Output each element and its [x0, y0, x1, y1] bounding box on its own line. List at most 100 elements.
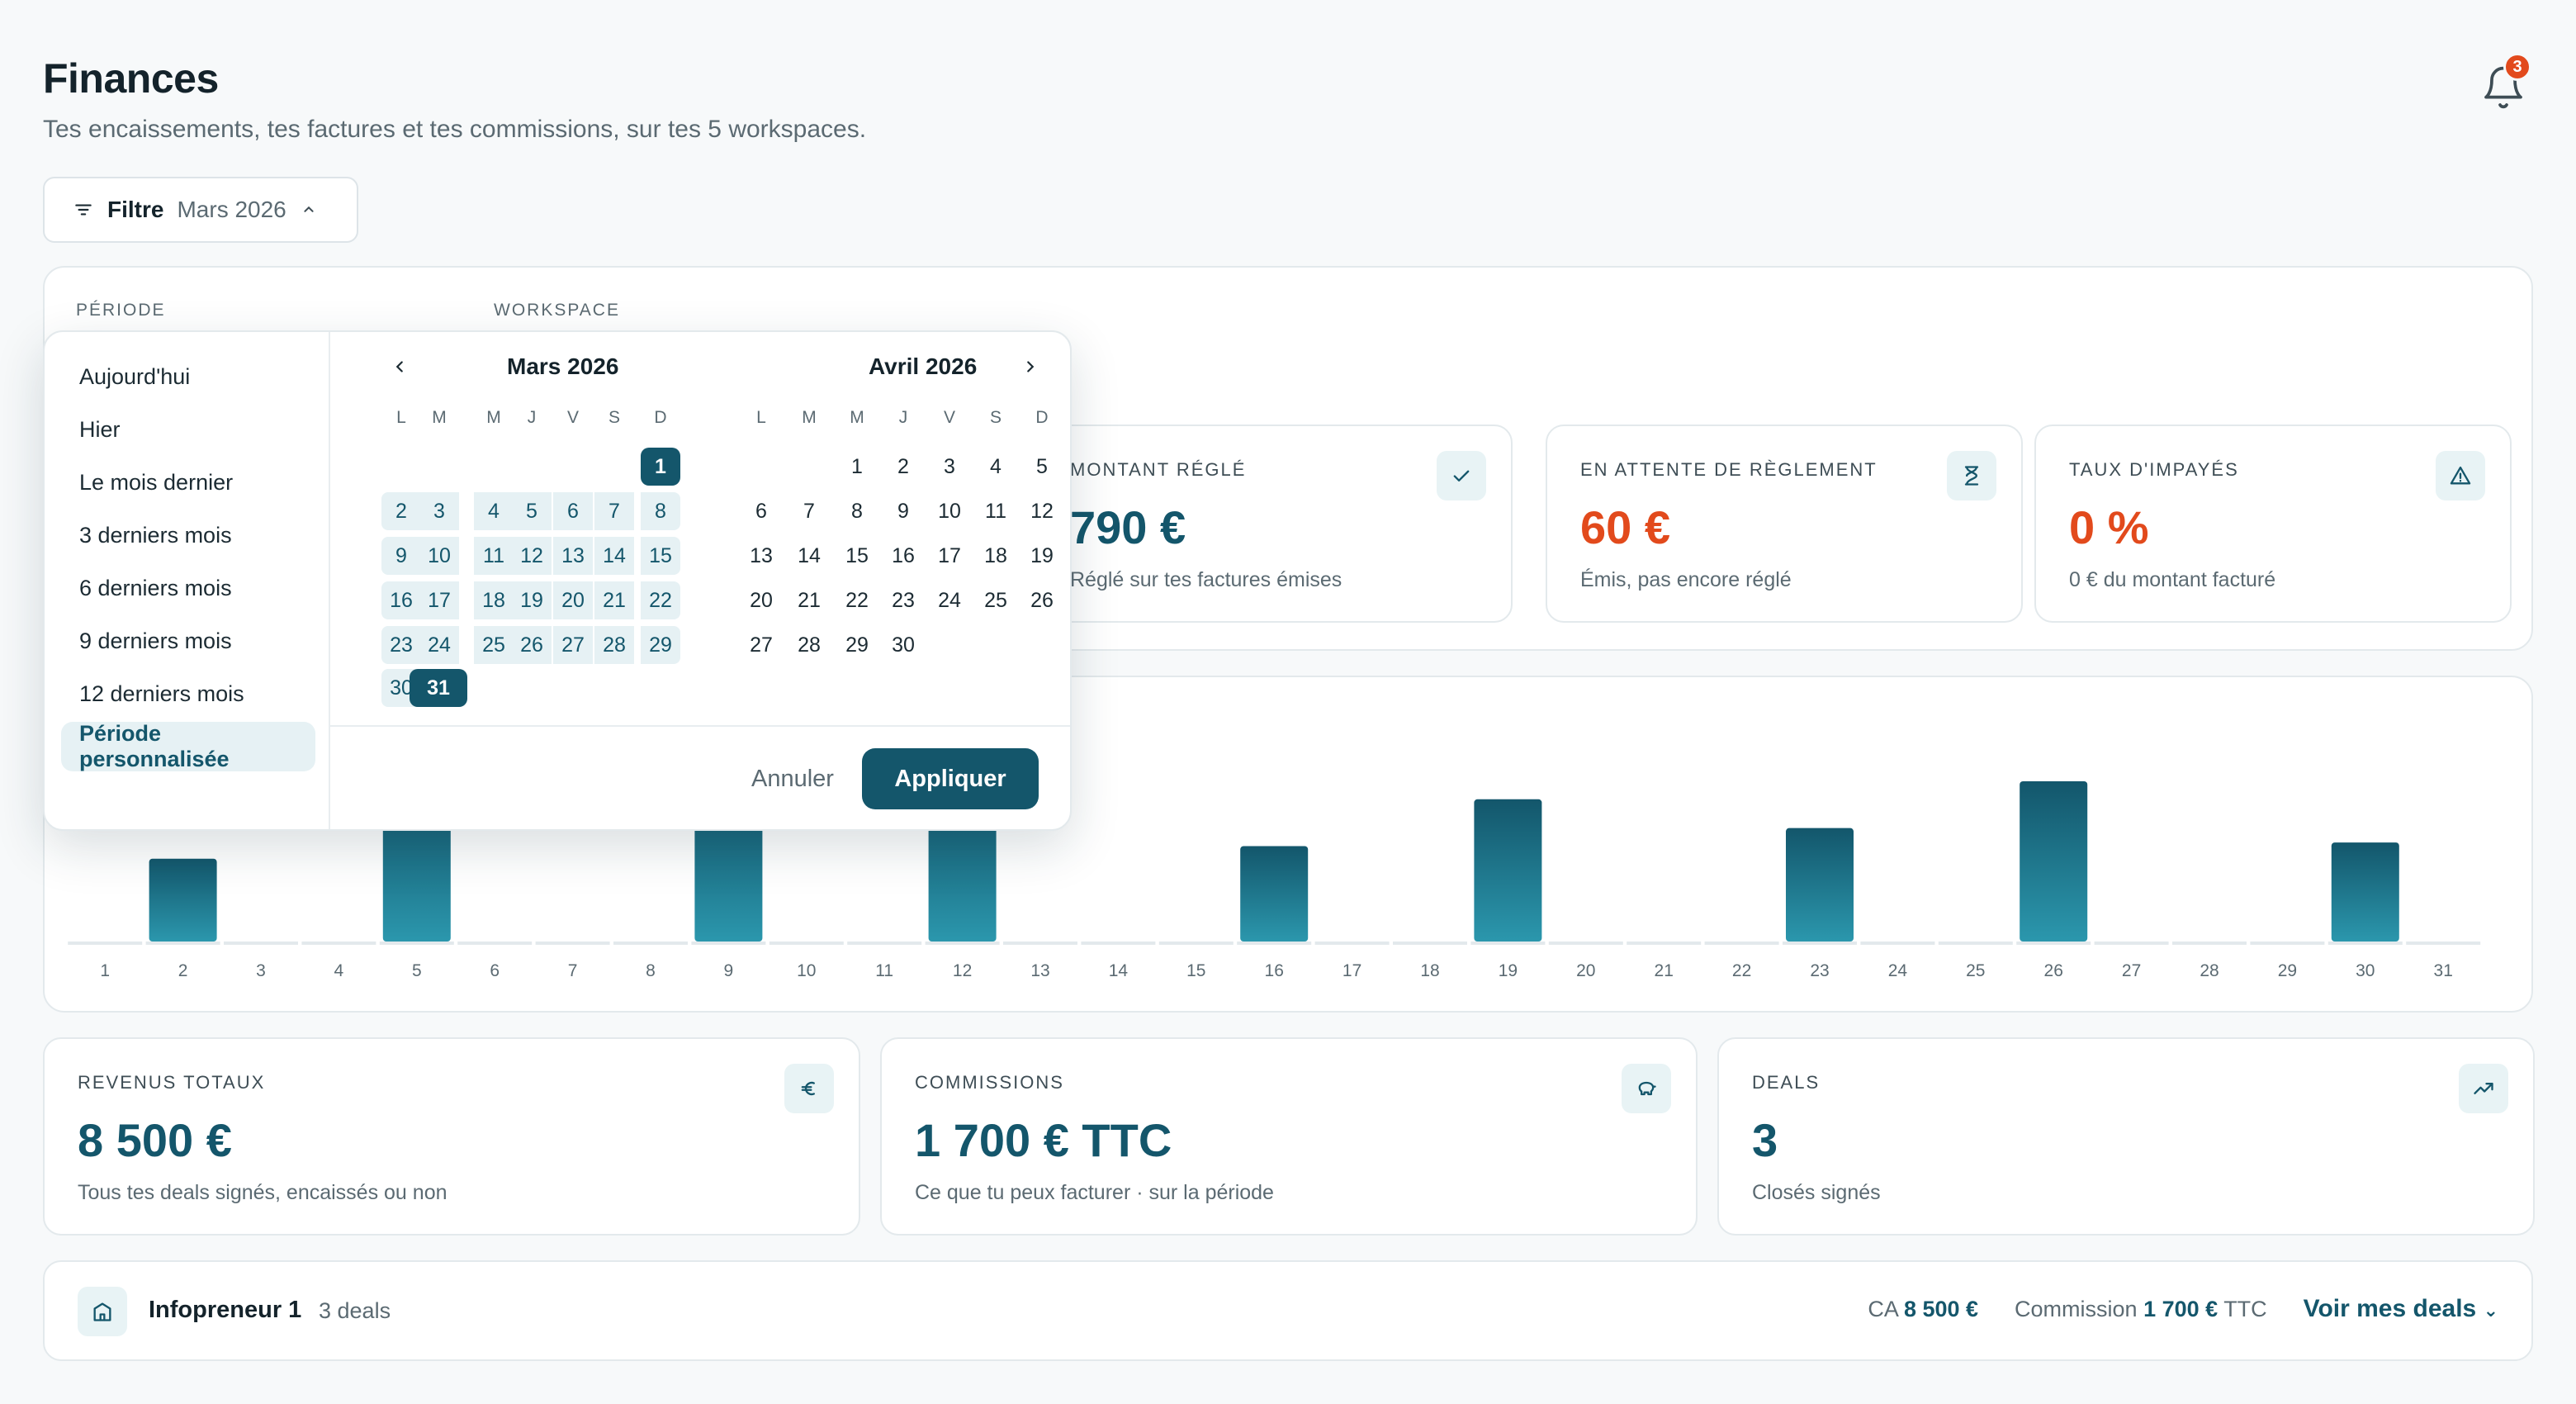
- calendar-day[interactable]: 21: [594, 581, 634, 619]
- calendar-day[interactable]: 8: [851, 499, 863, 523]
- bar-baseline: [2172, 942, 2247, 945]
- calendar-day[interactable]: 3: [944, 454, 955, 478]
- calendar-day[interactable]: 11: [985, 499, 1006, 523]
- calendar-day[interactable]: 23: [381, 626, 421, 664]
- bar-baseline: [2327, 942, 2403, 945]
- calendar-day[interactable]: 28: [594, 626, 634, 664]
- calendar-day[interactable]: 18: [474, 581, 514, 619]
- calendar-day[interactable]: 24: [419, 626, 459, 664]
- calendar-day[interactable]: 26: [512, 626, 552, 664]
- calendar-day[interactable]: 10: [419, 537, 459, 575]
- calendar-day[interactable]: 18: [984, 543, 1007, 567]
- calendar-day[interactable]: 20: [750, 588, 773, 612]
- calendar-day[interactable]: 11: [474, 537, 514, 575]
- calendar-day[interactable]: 3: [419, 492, 459, 530]
- preset-option[interactable]: Période personnalisée: [61, 721, 315, 771]
- preset-option[interactable]: 9 derniers mois: [79, 628, 232, 653]
- preset-option[interactable]: 6 derniers mois: [79, 575, 232, 600]
- filter-button[interactable]: Filtre Mars 2026: [43, 177, 358, 243]
- calendar-month-title: Avril 2026: [869, 353, 978, 379]
- preset-option[interactable]: Le mois dernier: [79, 469, 234, 495]
- x-tick-label: 28: [2200, 961, 2218, 980]
- calendar-day[interactable]: 14: [594, 537, 634, 575]
- calendar-day[interactable]: 5: [512, 492, 552, 530]
- calendar-day[interactable]: 2: [381, 492, 421, 530]
- calendar-day[interactable]: 25: [984, 588, 1007, 612]
- calendar-day[interactable]: 2: [897, 454, 909, 478]
- calendar-day[interactable]: 24: [938, 588, 961, 612]
- calendar-day[interactable]: 31: [410, 669, 467, 707]
- calendar-day[interactable]: 30: [892, 633, 915, 657]
- chart-bar[interactable]: [1240, 846, 1309, 942]
- calendar-day[interactable]: 19: [512, 581, 552, 619]
- calendar-day[interactable]: 26: [1030, 588, 1054, 612]
- calendar-day[interactable]: 19: [1030, 543, 1054, 567]
- bar-baseline: [691, 942, 766, 945]
- calendar-day[interactable]: 22: [641, 581, 680, 619]
- kpi-value: 790 €: [1070, 501, 1186, 553]
- check-icon: [1437, 451, 1486, 500]
- calendar-day[interactable]: 17: [938, 543, 961, 567]
- chart-bar[interactable]: [2020, 780, 2088, 942]
- calendar-day[interactable]: 13: [553, 537, 593, 575]
- apply-button[interactable]: Appliquer: [862, 748, 1039, 809]
- calendar-day[interactable]: 12: [512, 537, 552, 575]
- calendar-day[interactable]: 1: [851, 454, 863, 478]
- calendar-day[interactable]: 4: [474, 492, 514, 530]
- prev-month-button[interactable]: [383, 350, 416, 383]
- calendar-day[interactable]: 17: [419, 581, 459, 619]
- next-month-button[interactable]: [1014, 350, 1047, 383]
- calendar-day[interactable]: 22: [845, 588, 869, 612]
- calendar-day[interactable]: 28: [798, 633, 821, 657]
- calendar-day[interactable]: 25: [474, 626, 514, 664]
- notification-badge: 3: [2503, 53, 2531, 81]
- calendar-day[interactable]: 6: [755, 499, 767, 523]
- weekday-label: D: [1035, 408, 1049, 427]
- calendar-day[interactable]: 23: [892, 588, 915, 612]
- calendar-day[interactable]: 7: [803, 499, 815, 523]
- calendar-day[interactable]: 20: [553, 581, 593, 619]
- calendar-day[interactable]: 13: [750, 543, 773, 567]
- calendar-day[interactable]: 27: [553, 626, 593, 664]
- calendar-day[interactable]: 6: [553, 492, 593, 530]
- bar-baseline: [1938, 942, 2013, 945]
- calendar-day[interactable]: 1: [641, 448, 680, 486]
- weekday-label: S: [608, 408, 620, 427]
- x-tick-label: 13: [1030, 961, 1049, 980]
- voir-mes-deals-link[interactable]: Voir mes deals ⌄: [2303, 1295, 2498, 1322]
- cancel-button[interactable]: Annuler: [751, 765, 834, 792]
- workspace-row[interactable]: Infopreneur 1 3 deals CA 8 500 € Commiss…: [43, 1260, 2533, 1361]
- chart-bar[interactable]: [1786, 828, 1854, 942]
- calendar-day[interactable]: 29: [641, 626, 680, 664]
- chart-bar[interactable]: [2331, 842, 2399, 942]
- x-tick-label: 23: [1810, 961, 1829, 980]
- chart-bar[interactable]: [1474, 799, 1542, 942]
- preset-option[interactable]: 3 derniers mois: [79, 522, 232, 548]
- calendar-day[interactable]: 29: [845, 633, 869, 657]
- notifications-button[interactable]: [2480, 64, 2526, 111]
- calendar-day[interactable]: 9: [897, 499, 909, 523]
- calendar-day[interactable]: 21: [798, 588, 821, 612]
- trending-up-icon: [2459, 1064, 2508, 1113]
- calendar-day[interactable]: 12: [1030, 499, 1054, 523]
- calendar-day[interactable]: 16: [892, 543, 915, 567]
- calendar-day[interactable]: 15: [845, 543, 869, 567]
- x-tick-label: 3: [256, 961, 266, 980]
- calendar-day[interactable]: 5: [1036, 454, 1048, 478]
- preset-option[interactable]: 12 derniers mois: [79, 681, 244, 706]
- calendar-day[interactable]: 8: [641, 492, 680, 530]
- x-tick-label: 5: [412, 961, 422, 980]
- preset-option[interactable]: Hier: [79, 416, 121, 442]
- preset-option[interactable]: Aujourd'hui: [79, 363, 191, 389]
- calendar-day[interactable]: 27: [750, 633, 773, 657]
- calendar-day[interactable]: 9: [381, 537, 421, 575]
- calendar-day[interactable]: 4: [990, 454, 1002, 478]
- calendar-day[interactable]: 10: [938, 499, 961, 523]
- calendar-day[interactable]: 7: [594, 492, 634, 530]
- calendar-day[interactable]: 16: [381, 581, 421, 619]
- bar-baseline: [769, 942, 844, 945]
- calendar-day[interactable]: 14: [798, 543, 821, 567]
- chart-bar[interactable]: [149, 858, 217, 942]
- calendar-day[interactable]: 15: [641, 537, 680, 575]
